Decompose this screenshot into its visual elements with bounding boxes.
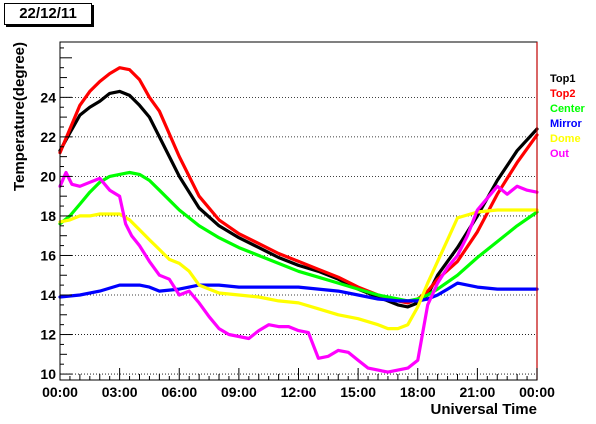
legend: Top1 Top2 Center Mirror Dome Out	[550, 73, 586, 160]
series-line-dome	[58, 208, 539, 331]
y-tick-label: 22	[40, 129, 56, 145]
legend-entry-dome: Dome	[550, 133, 581, 145]
series-line-top2	[58, 66, 539, 305]
x-tick-label: 18:00	[400, 384, 436, 400]
x-tick-label: 15:00	[340, 384, 376, 400]
series-line-out	[58, 170, 539, 374]
legend-entry-out: Out	[550, 148, 569, 160]
legend-entry-top2: Top2	[550, 88, 575, 100]
x-tick-label: 09:00	[221, 384, 257, 400]
chart-date-title: 22/12/11	[4, 3, 92, 25]
x-tick-label: 12:00	[281, 384, 317, 400]
series-line-top1	[58, 89, 539, 309]
axes: 00:00 03:00 06:00 09:00 12:00 15:00 18:00 21:00…	[40, 41, 555, 400]
x-tick-label: 21:00	[459, 384, 495, 400]
series-line-mirror	[58, 281, 539, 303]
legend-entry-top1: Top1	[550, 73, 575, 85]
plot-area	[60, 42, 537, 380]
y-tick-label: 18	[40, 208, 56, 224]
x-tick-label: 00:00	[519, 384, 555, 400]
series-layer	[58, 66, 539, 374]
legend-entry-mirror: Mirror	[550, 118, 583, 130]
x-tick-label: 03:00	[102, 384, 138, 400]
y-tick-label: 12	[40, 327, 56, 343]
y-tick-label: 14	[40, 287, 56, 303]
x-tick-label: 06:00	[161, 384, 197, 400]
legend-entry-center: Center	[550, 103, 586, 115]
x-tick-label: 00:00	[42, 384, 78, 400]
y-axis-title: Temperature(degree)	[11, 42, 28, 191]
y-tick-label: 10	[40, 366, 56, 382]
y-tick-label: 24	[40, 89, 56, 105]
x-axis-title: Universal Time	[431, 401, 537, 418]
y-tick-label: 20	[40, 168, 56, 184]
y-tick-label: 16	[40, 247, 56, 263]
